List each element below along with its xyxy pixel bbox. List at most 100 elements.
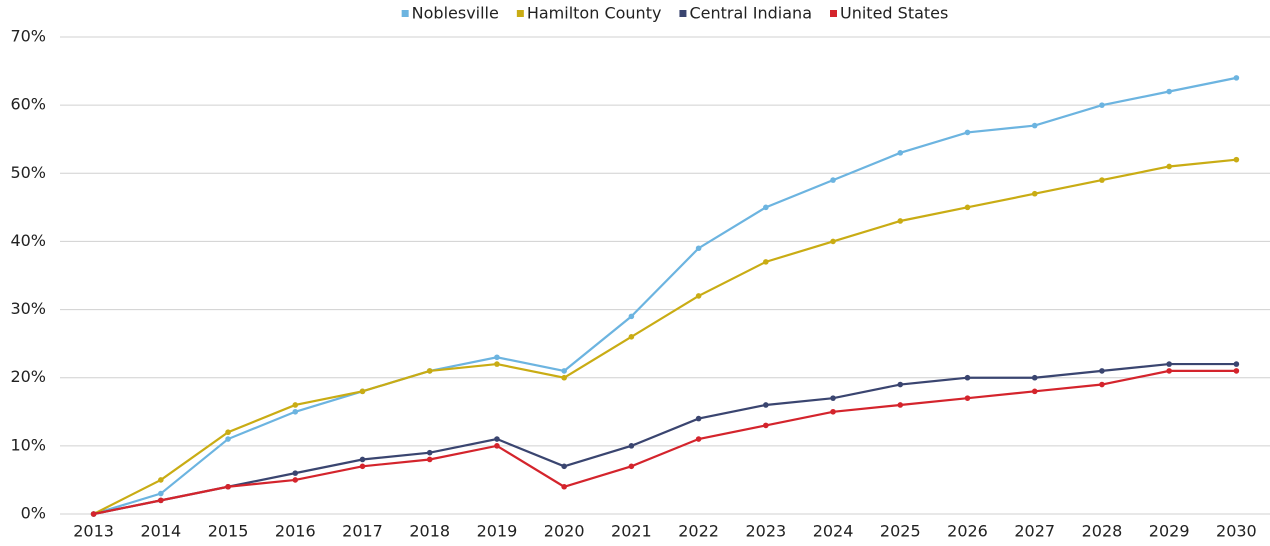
data-point — [695, 436, 702, 442]
x-tick-label: 2013 — [73, 522, 114, 541]
series-line — [93, 362, 1237, 516]
legend-swatch — [830, 10, 837, 17]
legend: Noblesville Hamilton County Central Indian… — [401, 4, 948, 23]
data-point — [1233, 368, 1240, 374]
data-point — [90, 511, 97, 517]
y-tick-label: 50% — [10, 163, 46, 182]
data-point — [225, 483, 231, 490]
data-point — [964, 204, 971, 211]
x-tick-label: 2015 — [208, 522, 249, 541]
x-tick-label: 2021 — [611, 522, 652, 541]
data-point — [292, 402, 299, 408]
data-point — [225, 436, 231, 442]
legend-label: Noblesville — [412, 4, 499, 23]
data-point — [1099, 102, 1105, 108]
data-point — [225, 429, 231, 436]
data-point — [426, 368, 433, 374]
data-point — [494, 354, 500, 361]
x-tick-label: 2028 — [1082, 522, 1123, 541]
data-point — [1166, 361, 1172, 367]
series-line — [93, 76, 1237, 516]
x-tick-label: 2026 — [947, 522, 988, 541]
y-tick-label: 40% — [10, 231, 46, 250]
y-tick-label: 0% — [21, 504, 46, 523]
series-line — [93, 158, 1237, 515]
y-tick-label: 20% — [10, 367, 46, 386]
x-tick-label: 2024 — [813, 522, 854, 541]
data-point — [1031, 374, 1038, 381]
data-point — [628, 334, 635, 340]
data-point — [158, 490, 164, 497]
y-tick-label: 60% — [10, 95, 46, 114]
x-tick-label: 2030 — [1216, 522, 1257, 541]
x-tick-label: 2023 — [745, 522, 786, 541]
series-line — [93, 369, 1237, 516]
data-point — [763, 402, 769, 408]
data-point — [763, 204, 769, 211]
x-tick-label: 2029 — [1149, 522, 1190, 541]
data-point — [561, 463, 567, 470]
y-tick-label: 30% — [10, 299, 46, 318]
x-tick-label: 2022 — [678, 522, 719, 541]
x-tick-label: 2014 — [140, 522, 181, 541]
data-point — [359, 463, 366, 470]
data-point — [1233, 361, 1240, 367]
x-tick-label: 2020 — [544, 522, 585, 541]
data-point — [763, 422, 769, 429]
legend-label: Central Indiana — [689, 4, 812, 23]
data-point — [830, 408, 836, 415]
data-point — [897, 150, 904, 156]
data-point — [964, 374, 971, 381]
data-point — [561, 483, 567, 490]
data-point — [1099, 368, 1105, 374]
x-tick-label: 2025 — [880, 522, 921, 541]
data-point — [695, 415, 702, 422]
legend-swatch — [679, 10, 687, 17]
data-point — [426, 456, 433, 463]
data-point — [897, 218, 904, 224]
y-tick-label: 10% — [10, 435, 46, 454]
data-point — [1031, 122, 1038, 129]
data-point — [359, 456, 366, 463]
x-tick-label: 2017 — [342, 522, 383, 541]
data-point — [292, 470, 299, 476]
data-point — [561, 374, 567, 381]
x-tick-label: 2027 — [1014, 522, 1055, 541]
data-point — [1166, 88, 1172, 95]
data-point — [426, 449, 433, 456]
data-point — [1166, 368, 1172, 374]
data-point — [1233, 156, 1240, 163]
data-point — [359, 388, 366, 395]
data-point — [292, 477, 299, 483]
data-point — [897, 402, 904, 408]
data-point — [695, 293, 702, 299]
data-point — [494, 436, 500, 442]
legend-swatch — [401, 10, 409, 17]
y-tick-label: 70% — [10, 27, 46, 46]
data-point — [695, 245, 702, 252]
data-point — [494, 443, 500, 449]
data-point — [292, 408, 299, 415]
x-tick-label: 2016 — [275, 522, 316, 541]
legend-swatch — [516, 10, 524, 17]
data-point — [964, 129, 971, 136]
data-point — [1099, 381, 1105, 388]
data-point — [897, 381, 904, 388]
data-point — [1233, 75, 1240, 81]
data-point — [1166, 163, 1172, 170]
data-point — [1031, 190, 1038, 197]
data-point — [964, 395, 971, 401]
data-point — [628, 443, 635, 449]
data-point — [158, 497, 164, 504]
data-point — [1031, 388, 1038, 395]
data-point — [763, 259, 769, 265]
legend-label: Hamilton County — [527, 4, 662, 23]
x-tick-label: 2018 — [409, 522, 450, 541]
x-tick-label: 2019 — [477, 522, 518, 541]
legend-label: United States — [840, 4, 948, 23]
data-point — [830, 395, 836, 401]
data-point — [830, 177, 836, 183]
data-point — [561, 368, 567, 374]
data-point — [830, 238, 836, 245]
